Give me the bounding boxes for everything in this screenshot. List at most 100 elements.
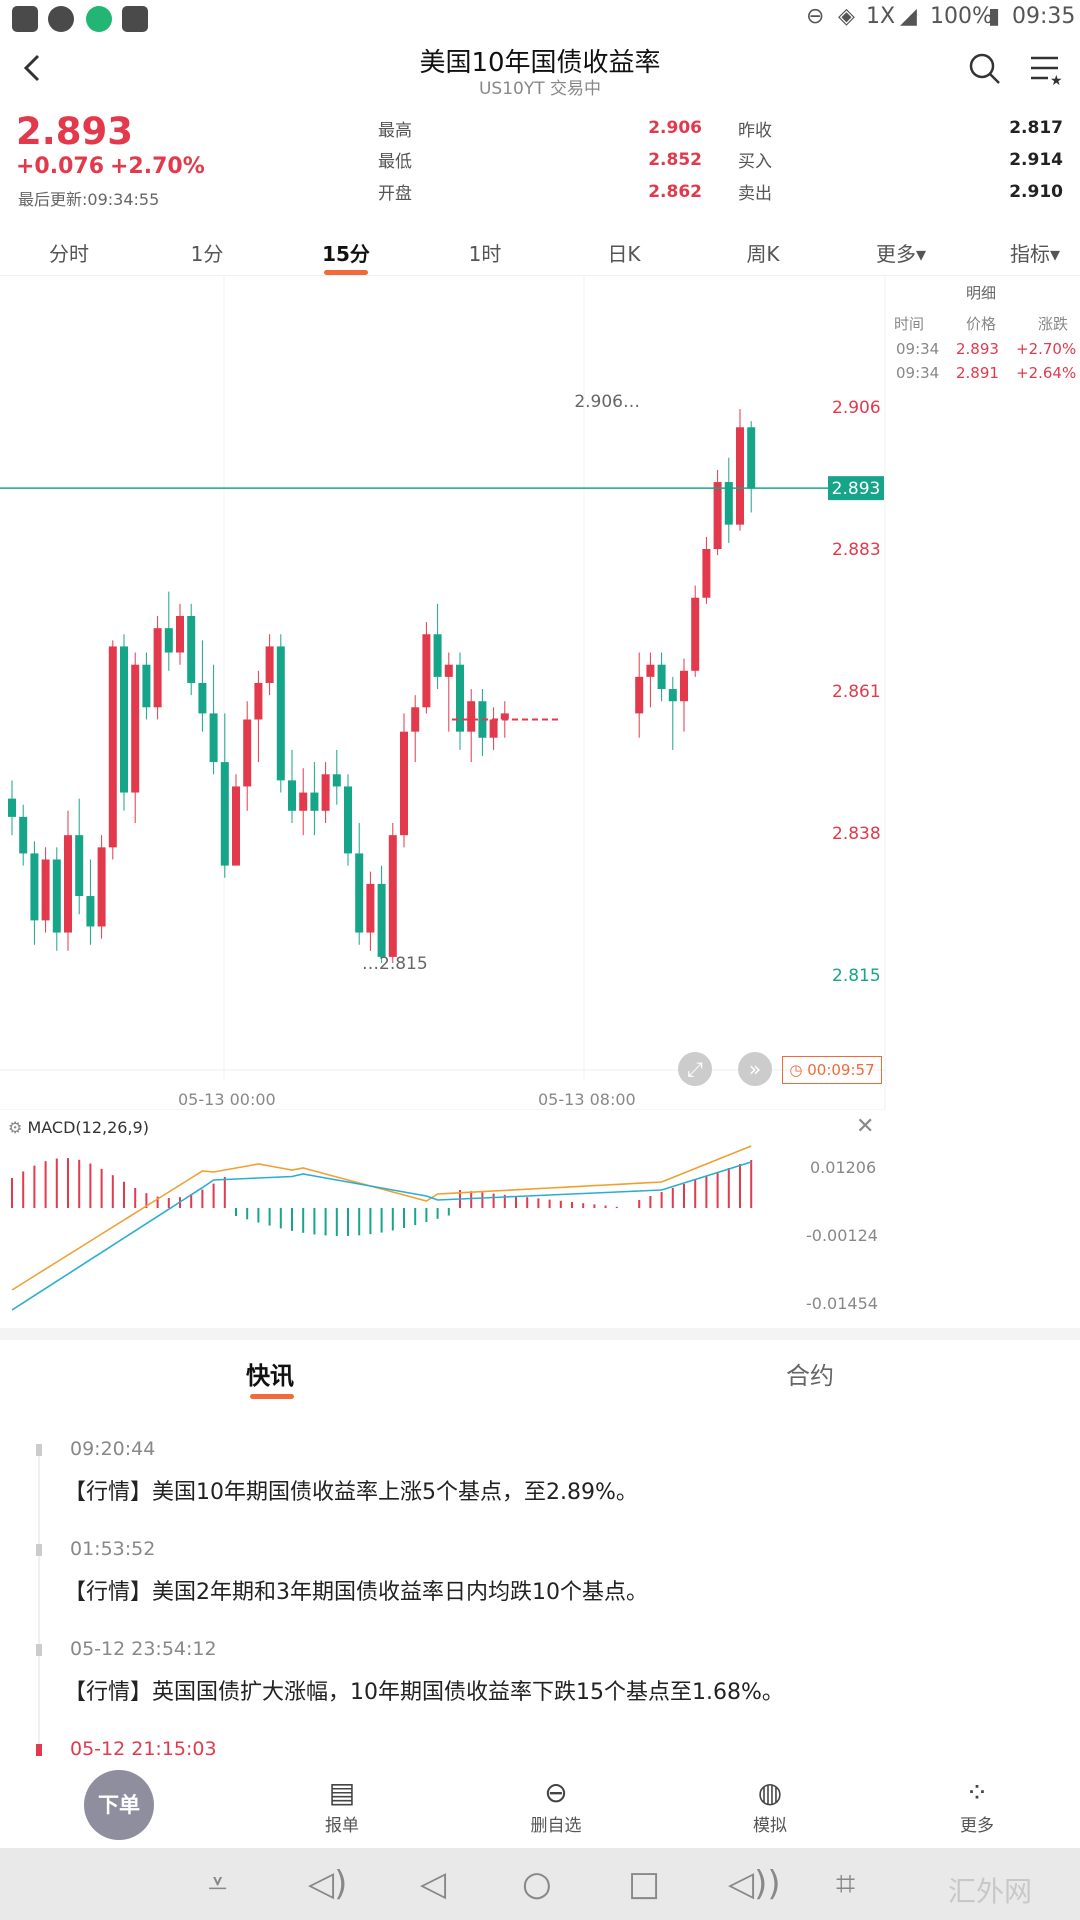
document-icon: ▤ — [328, 1776, 356, 1809]
stat-label-ask: 卖出 — [738, 184, 772, 204]
candle-body — [288, 780, 296, 811]
candle-body — [310, 792, 319, 811]
price-axis-label: 2.838 — [832, 824, 881, 844]
clock: 09:35 — [1012, 4, 1076, 29]
current-price: 2.893 — [16, 110, 134, 153]
watchlist-menu-icon[interactable]: ★ — [1028, 52, 1064, 86]
news-item[interactable]: 【行情】英国国债扩大涨幅，10年期国债收益率下跌15个基点至1.68%。 — [64, 1680, 784, 1705]
stat-value-high: 2.906 — [648, 118, 702, 138]
tab-news[interactable]: 快讯 — [246, 1362, 294, 1390]
watermark: 汇外网 — [948, 1875, 1033, 1908]
back-nav-icon[interactable]: ◁ — [420, 1864, 447, 1904]
system-nav-bar: ⩡ ◁) ◁ ○ □ ◁)) ⌗ 汇外网 — [0, 1848, 1080, 1920]
detail-row-price: 2.893 — [956, 340, 999, 358]
candle-body — [400, 731, 408, 836]
collapse-icon[interactable]: ⩡ — [208, 1864, 228, 1904]
candle-body — [321, 774, 330, 811]
detail-row-time: 09:34 — [896, 364, 940, 382]
timeline-dot — [36, 1444, 42, 1456]
price-change: +0.076 — [16, 154, 105, 179]
tab-intraday[interactable]: 分时 — [49, 242, 89, 266]
volume-down-icon[interactable]: ◁) — [308, 1864, 348, 1904]
candle-body — [366, 883, 375, 933]
stat-label-low: 最低 — [378, 152, 412, 172]
stat-value-open: 2.862 — [648, 182, 702, 202]
stat-label-bid: 买入 — [738, 152, 772, 172]
macd-dea-line — [11, 1161, 752, 1311]
tab-daily[interactable]: 日K — [607, 242, 641, 266]
macd-axis-label: -0.01454 — [806, 1294, 878, 1313]
grid-icon: ⁘ — [965, 1776, 989, 1809]
current-price-tag — [828, 476, 884, 501]
detail-header-price: 价格 — [966, 315, 997, 333]
candle-body — [377, 883, 386, 957]
tab-divider — [0, 275, 1080, 276]
jump-latest-icon[interactable]: » — [738, 1052, 772, 1086]
settings-icon[interactable]: ⚙ — [8, 1118, 23, 1137]
recents-nav-icon[interactable]: □ — [628, 1864, 661, 1904]
wifi-icon: ◈ — [838, 4, 855, 29]
detail-row-price: 2.891 — [956, 364, 999, 382]
macd-axis-label: 0.01206 — [810, 1158, 877, 1177]
macd-histogram — [11, 1158, 753, 1236]
fullscreen-icon[interactable]: ⤢ — [678, 1052, 712, 1086]
volume-up-icon[interactable]: ◁)) — [728, 1864, 781, 1904]
p-app-icon — [86, 6, 112, 32]
price-axis-label: 2.906 — [832, 398, 881, 418]
candle-body — [142, 664, 151, 708]
candle-body — [198, 682, 207, 714]
stat-value-ask: 2.910 — [1009, 182, 1063, 202]
simulate-button[interactable]: ◍ 模拟 — [725, 1775, 815, 1836]
detail-row-change: +2.70% — [1016, 340, 1077, 358]
more-button[interactable]: ⁘ 更多 — [932, 1775, 1022, 1836]
remove-watchlist-button[interactable]: ⊖ 删自选 — [511, 1775, 601, 1836]
candles-group — [8, 409, 756, 963]
tab-more[interactable]: 更多▾ — [875, 242, 927, 266]
orders-button[interactable]: ▤ 报单 — [297, 1775, 387, 1836]
page-subtitle: US10YT 交易中 — [478, 79, 602, 99]
x-axis-label: 05-13 00:00 — [178, 1090, 276, 1109]
candle-body — [411, 707, 420, 732]
news-item[interactable]: 【行情】美国10年期国债收益率上涨5个基点，至2.89%。 — [64, 1480, 638, 1505]
price-axis-label: 2.883 — [832, 540, 881, 560]
candle-body — [433, 634, 442, 677]
candle-body — [344, 786, 352, 854]
timeline-line — [38, 1448, 40, 1748]
macd-dif-line — [11, 1145, 752, 1291]
candle-body — [243, 719, 252, 787]
back-icon[interactable] — [20, 52, 46, 84]
tab-15min[interactable]: 15分 — [322, 242, 370, 266]
tab-indicators[interactable]: 指标▾ — [1009, 242, 1061, 266]
stat-value-low: 2.852 — [648, 150, 702, 170]
timeline-dot — [36, 1744, 42, 1756]
news-item[interactable]: 【行情】美国2年期和3年期国债收益率日内均跌10个基点。 — [64, 1580, 648, 1605]
tab-weekly[interactable]: 周K — [746, 242, 780, 266]
detail-header-time: 时间 — [894, 315, 925, 333]
search-icon[interactable] — [968, 52, 1002, 86]
candle-body — [713, 482, 722, 550]
battery-percent: 100% — [930, 4, 993, 29]
close-indicator-icon[interactable]: ✕ — [856, 1114, 875, 1139]
candle-body — [736, 427, 744, 525]
detail-row-change: +2.64% — [1016, 364, 1077, 382]
home-nav-icon[interactable]: ○ — [522, 1864, 552, 1904]
candle-body — [702, 549, 711, 598]
candle-body — [86, 896, 95, 927]
screenshot-icon[interactable]: ⌗ — [836, 1864, 856, 1904]
tab-1min[interactable]: 1分 — [190, 242, 224, 266]
candle-body — [187, 615, 196, 683]
candle-body — [30, 853, 39, 921]
macd-header[interactable]: ⚙ MACD(12,26,9) — [8, 1118, 149, 1137]
candle-body — [97, 847, 106, 927]
news-time: 09:20:44 — [70, 1438, 156, 1460]
candle-body — [232, 786, 240, 866]
current-price-tag-label: 2.893 — [832, 479, 881, 499]
order-button[interactable]: 下单 — [84, 1770, 154, 1840]
high-marker-label: 2.906… — [574, 392, 640, 412]
candlestick-chart[interactable]: 2.893 2.906… …2.815 — [0, 276, 1080, 1110]
candle-body — [120, 646, 128, 793]
tab-contract[interactable]: 合约 — [786, 1362, 834, 1390]
simulate-label: 模拟 — [753, 1816, 787, 1836]
tab-1hour[interactable]: 1时 — [468, 242, 502, 266]
news-time: 01:53:52 — [70, 1538, 156, 1560]
